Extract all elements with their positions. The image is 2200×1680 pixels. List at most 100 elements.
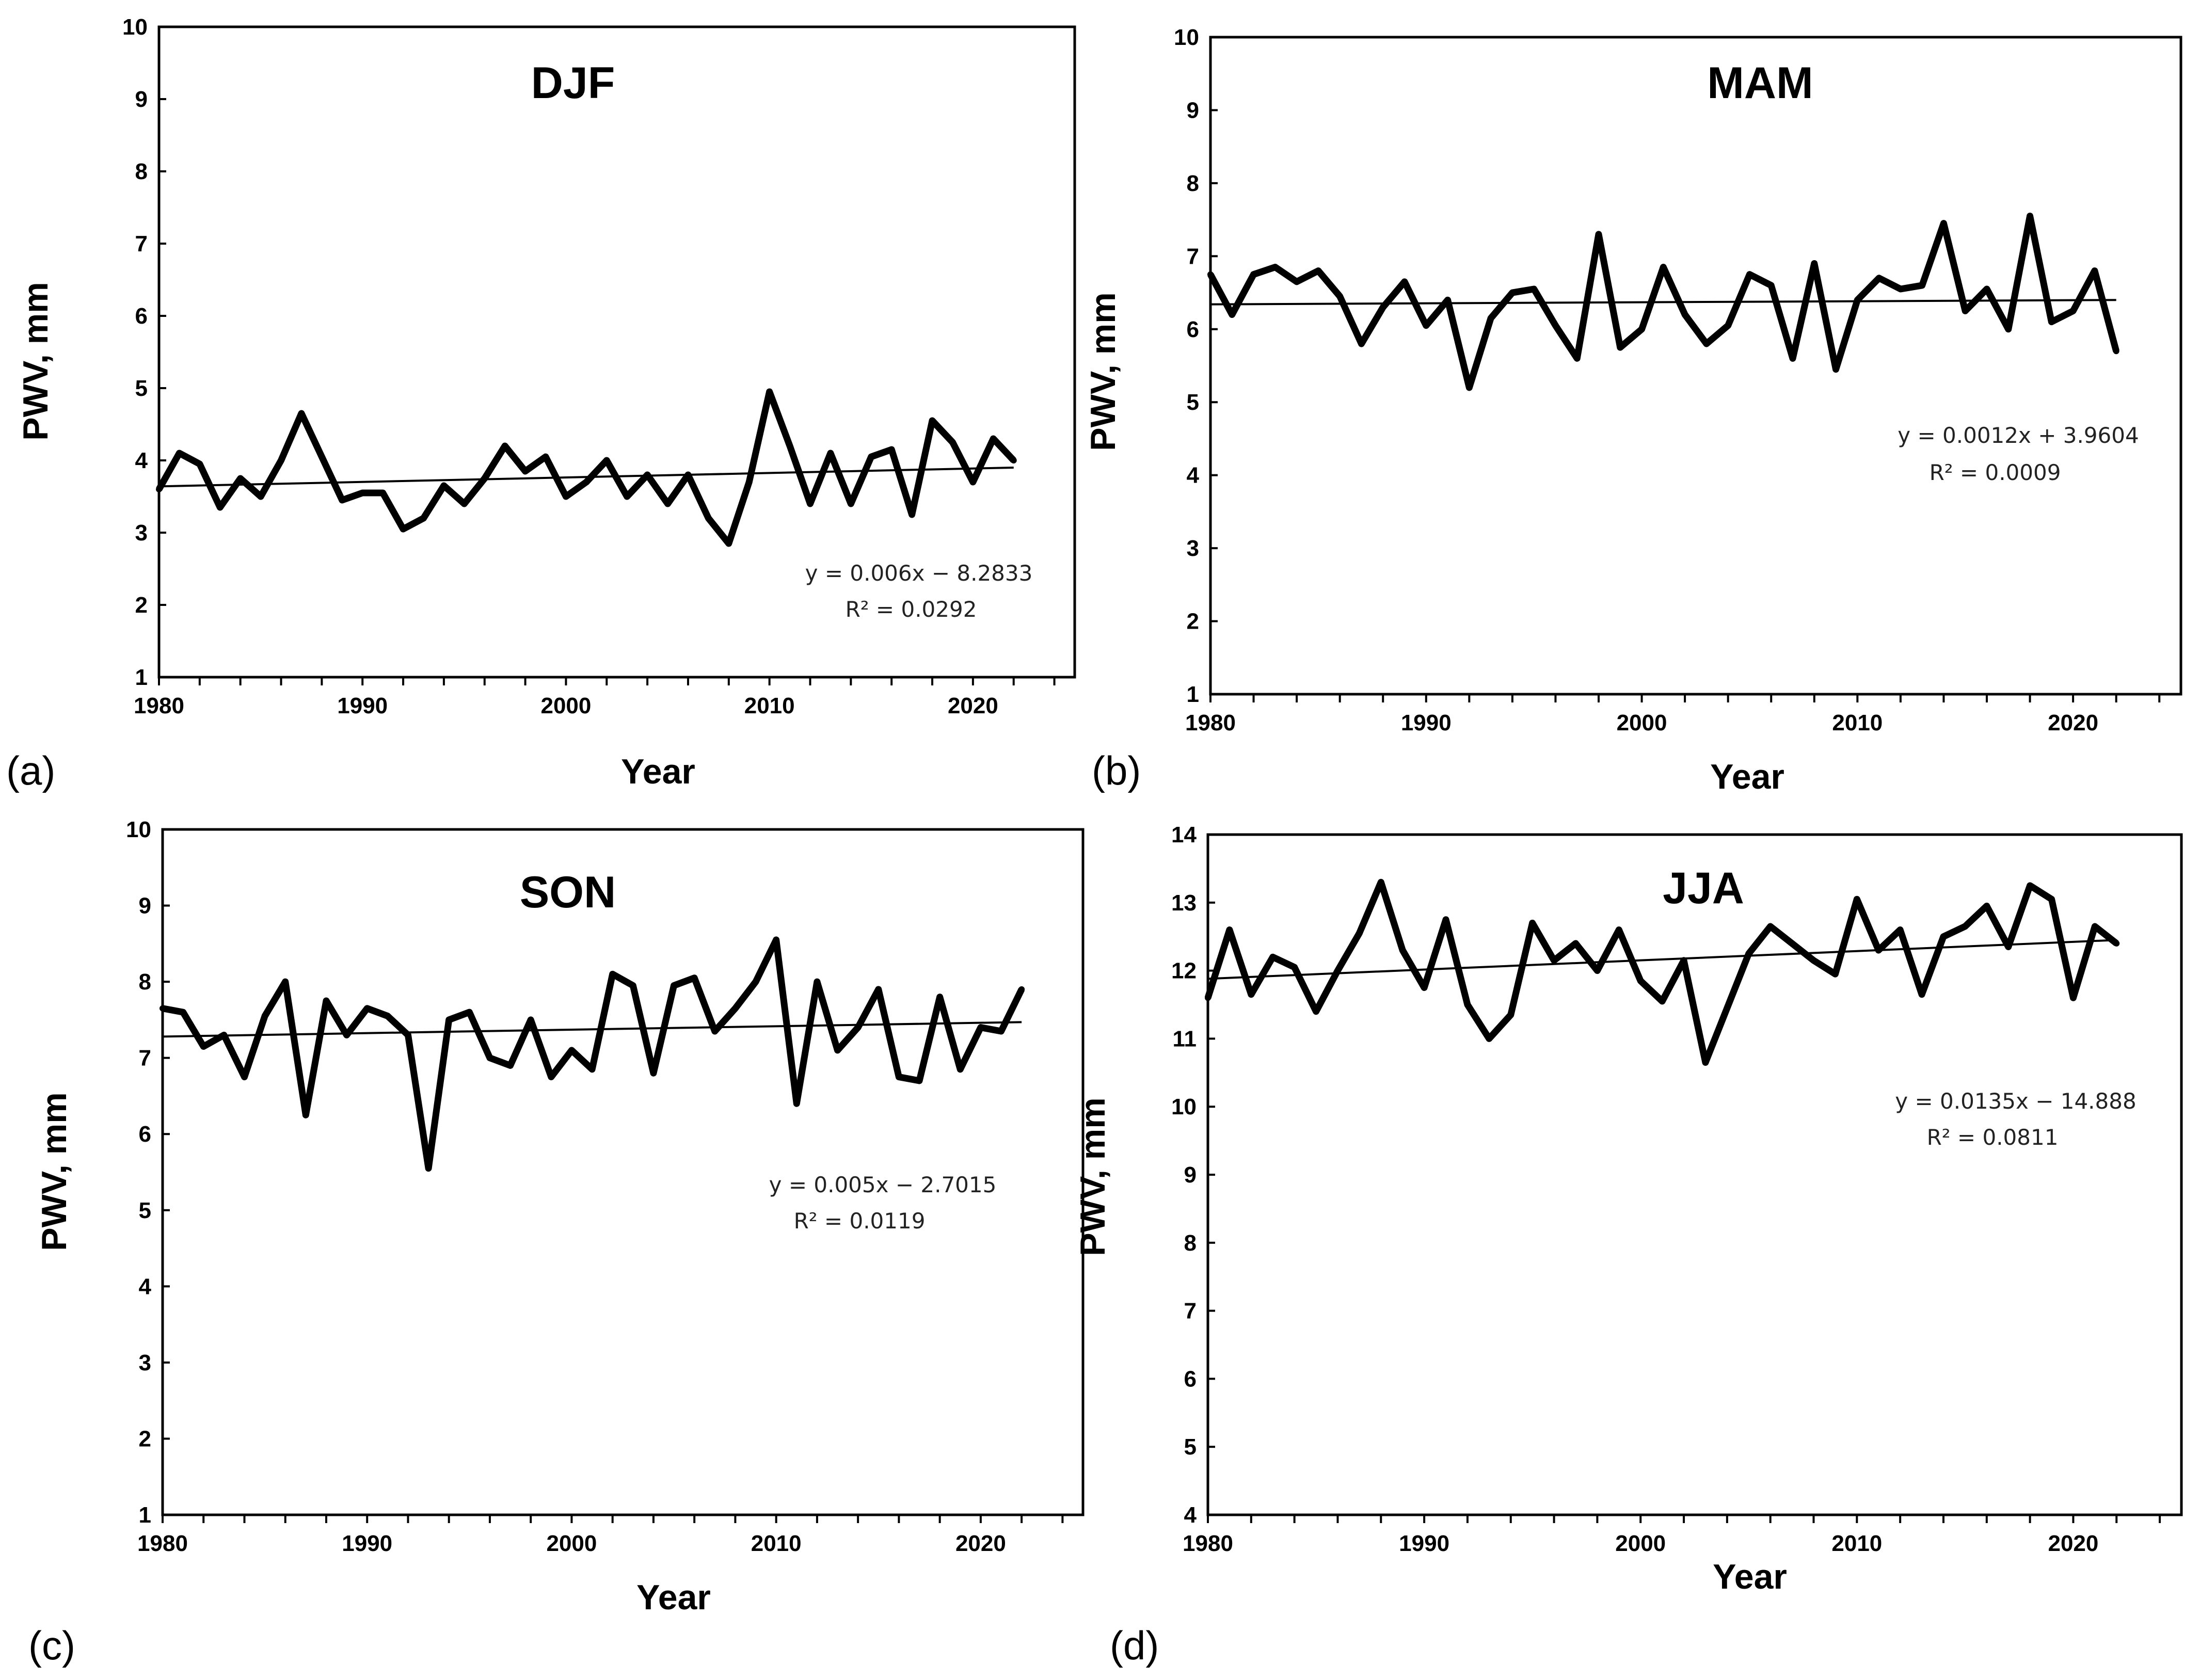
y-tick-label-b: 1 (1187, 682, 1199, 707)
data-point-a (644, 472, 651, 478)
y-tick-label-a: 5 (135, 376, 148, 401)
data-point-a (746, 479, 753, 485)
data-point-b (1703, 341, 1710, 347)
y-tick-label-c: 5 (139, 1198, 151, 1223)
x-tick-label-b: 2010 (1832, 710, 1883, 735)
data-point-b (1509, 290, 1516, 296)
y-tick-label-c: 10 (126, 817, 151, 842)
data-points-c (160, 936, 1025, 1172)
y-tick-label-c: 7 (139, 1046, 151, 1071)
data-point-d (1637, 978, 1644, 984)
data-point-d (1269, 954, 1276, 961)
data-point-c (180, 1009, 186, 1016)
data-point-c (691, 974, 698, 981)
x-ticks-c: 1980 1990 2000 2010 2020 (137, 1515, 1064, 1556)
x-tick-label-a: 1990 (337, 693, 388, 718)
x-tick-label-c: 2020 (955, 1531, 1006, 1556)
data-point-b (1250, 271, 1257, 278)
data-point-c (282, 979, 289, 985)
data-point-a (298, 410, 305, 417)
data-point-d (1226, 926, 1233, 933)
r-squared-c: R² = 0.0119 (794, 1208, 926, 1234)
data-point-a (359, 490, 366, 496)
y-axis-title-c: PWV, mm (35, 1092, 74, 1251)
y-tick-label-b: 4 (1187, 463, 1200, 488)
data-point-b (2091, 267, 2098, 274)
x-tick-label-d: 2000 (1615, 1531, 1666, 1556)
data-point-a (827, 450, 834, 456)
panel-label-a: (a) (6, 748, 55, 793)
data-point-c (814, 979, 820, 985)
data-point-d (1529, 920, 1536, 926)
data-point-c (507, 1062, 514, 1069)
data-point-a (461, 501, 468, 507)
data-point-c (671, 982, 677, 989)
data-point-a (156, 486, 162, 492)
data-point-a (787, 443, 793, 449)
data-point-a (888, 446, 895, 453)
x-axis-title-c: Year (636, 1578, 711, 1617)
data-points-b (1207, 213, 2119, 391)
data-point-a (684, 472, 691, 478)
data-point-a (217, 504, 224, 510)
data-point-a (583, 479, 589, 485)
x-tick-label-d: 1980 (1183, 1531, 1233, 1556)
data-point-c (936, 994, 943, 1000)
data-point-b (1207, 271, 1214, 278)
data-point-b (1488, 315, 1494, 322)
data-point-c (466, 1009, 473, 1016)
data-point-b (2005, 326, 2012, 332)
data-point-d (1724, 1005, 1730, 1012)
data-point-b (1940, 220, 1947, 227)
y-tick-label-b: 2 (1187, 609, 1199, 634)
data-point-c (262, 1013, 268, 1019)
y-tick-label-d: 12 (1171, 958, 1197, 984)
data-point-c (384, 1013, 391, 1019)
x-axis-title-d: Year (1713, 1557, 1787, 1596)
data-point-b (1358, 341, 1365, 347)
data-point-d (1443, 916, 1449, 923)
data-point-d (1507, 1012, 1514, 1018)
data-point-a (1010, 457, 1017, 463)
data-point-b (1746, 271, 1753, 278)
data-point-d (1962, 923, 1968, 930)
data-point-d (1313, 1008, 1319, 1015)
panel-label-b: (b) (1092, 748, 1141, 793)
panel-c: 1 2 3 4 5 6 7 8 9 10 1980 1990 2000 2010 2020 SON y =… (28, 817, 1085, 1668)
data-point-b (1552, 322, 1559, 329)
data-point-b (1596, 231, 1602, 237)
data-point-b (1984, 285, 1990, 292)
data-point-a (258, 493, 264, 500)
data-point-d (2113, 940, 2120, 947)
y-tick-label-b: 5 (1187, 390, 1199, 415)
y-tick-label-d: 5 (1184, 1434, 1197, 1460)
data-point-a (420, 515, 427, 521)
plot-frame-b (1209, 36, 2182, 696)
y-tick-label-c: 1 (139, 1502, 151, 1528)
data-point-c (160, 1005, 166, 1012)
data-point-b (2048, 318, 2055, 325)
data-point-d (1789, 940, 1795, 947)
data-point-c (445, 1016, 452, 1023)
data-point-b (1790, 355, 1796, 362)
data-point-c (425, 1165, 432, 1172)
y-tick-label-c: 6 (139, 1122, 151, 1147)
data-point-a (278, 457, 284, 463)
x-tick-label-a: 2000 (540, 693, 591, 718)
data-point-c (343, 1032, 350, 1038)
y-tick-label-a: 6 (135, 303, 148, 329)
y-ticks-b: 1 2 3 4 5 6 7 8 9 10 (1174, 25, 1218, 707)
data-point-b (1638, 326, 1645, 332)
y-ticks-d: 4 5 6 7 8 9 10 11 12 13 14 (1171, 822, 1215, 1528)
x-tick-label-b: 2020 (2048, 710, 2098, 735)
panel-d: 4 5 6 7 8 9 10 11 12 13 14 1980 1990 2000 2010 2020 JJ… (1073, 822, 2183, 1668)
data-point-b (1919, 282, 1925, 289)
x-ticks-a: 1980 1990 2000 2010 2020 (134, 677, 1056, 718)
data-point-a (848, 501, 854, 507)
panel-label-d: (d) (1110, 1623, 1159, 1668)
data-point-d (2048, 896, 2055, 903)
x-tick-label-c: 1990 (342, 1531, 392, 1556)
y-tick-label-a: 7 (135, 231, 148, 257)
x-tick-label-c: 2000 (546, 1531, 597, 1556)
